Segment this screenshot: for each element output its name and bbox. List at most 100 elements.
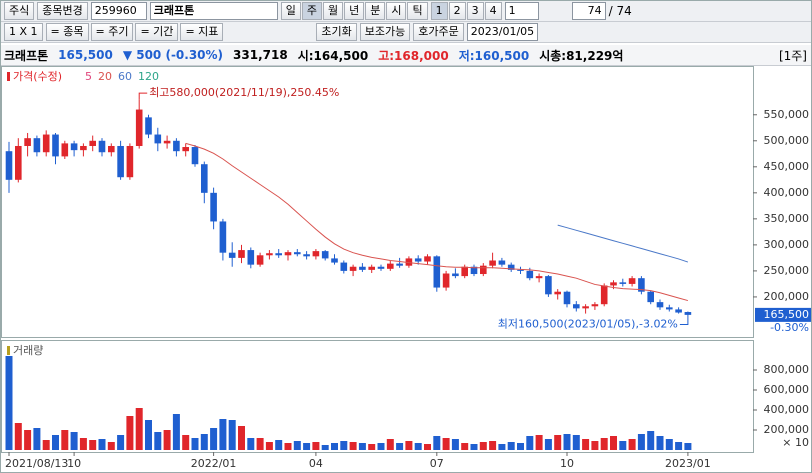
x-tick-label: 2021/08/13: [5, 457, 68, 470]
candle-body: [24, 138, 31, 146]
period-tab[interactable]: 일: [280, 2, 301, 20]
volume-bar: [24, 430, 32, 450]
candle-body: [675, 309, 682, 313]
y-tick-label: 600,000: [764, 383, 810, 396]
legend-icon: [7, 346, 10, 355]
aux-button[interactable]: 보조가능: [359, 23, 411, 41]
volume-bar: [33, 428, 41, 450]
last-price-box: [755, 307, 811, 322]
toolbar-button[interactable]: = 종목: [45, 23, 89, 41]
candle-body: [377, 266, 385, 269]
last-change: -0.30%: [770, 321, 809, 334]
y-tick-label: 500,000: [764, 134, 810, 147]
order-button[interactable]: 호가주문: [413, 23, 464, 41]
candle-body: [15, 145, 22, 180]
volume-bar: [135, 408, 143, 450]
count-input[interactable]: 74: [571, 2, 606, 20]
period-tab[interactable]: 월: [322, 2, 344, 20]
layout-button[interactable]: 1 X 1: [4, 23, 43, 41]
candle-body: [470, 266, 478, 275]
volume-bar: [275, 440, 283, 450]
candle-body: [219, 221, 227, 253]
volume-bar: [619, 441, 627, 450]
candle-body: [414, 258, 422, 262]
annotation: 최저160,500(2023/01/05),-3.02%: [498, 317, 678, 330]
stock-name: 크래프톤: [4, 48, 49, 63]
volume-bar: [507, 442, 515, 450]
volume-bar: [70, 432, 78, 450]
high: 고:168,000: [378, 48, 449, 63]
volume-bar: [349, 442, 357, 450]
volume-bar: [517, 443, 524, 450]
volume-bar: [228, 420, 236, 450]
unit-input[interactable]: 1: [504, 2, 539, 20]
number-tab[interactable]: 2: [448, 2, 466, 20]
volume-bar: [14, 423, 22, 450]
volume-bar: [61, 430, 69, 450]
period-tab[interactable]: 시: [386, 2, 407, 20]
volume-bar: [405, 441, 413, 450]
volume-bar: [191, 438, 199, 450]
volume-bar: [396, 443, 404, 450]
volume-bar: [117, 435, 125, 450]
candle-body: [61, 143, 69, 157]
candle-body: [433, 256, 441, 288]
number-tab[interactable]: 4: [484, 2, 502, 20]
period-tab[interactable]: 틱: [407, 2, 428, 20]
candle-body: [628, 278, 636, 284]
volume-bar: [303, 443, 311, 450]
candle-body: [480, 265, 487, 275]
market-select[interactable]: 주식: [4, 2, 35, 20]
candle-body: [303, 254, 310, 257]
volume-bar: [79, 438, 87, 450]
candle-body: [387, 263, 394, 269]
candle-body: [5, 151, 13, 180]
volume-bar: [265, 442, 273, 450]
volume-bar: [591, 441, 599, 450]
volume-bar: [182, 435, 190, 450]
reset-button[interactable]: 초기화: [316, 23, 357, 41]
toolbar-button[interactable]: = 지표: [180, 23, 224, 41]
volume-bar: [321, 445, 329, 450]
volume-bar: [256, 438, 264, 450]
candle-body: [173, 140, 180, 152]
volume-bar: [461, 443, 469, 450]
period-tab[interactable]: 년: [344, 2, 365, 20]
candle-body: [201, 164, 208, 193]
candle-body: [573, 304, 580, 309]
number-tab[interactable]: 1: [430, 2, 448, 20]
candle-body: [498, 260, 506, 265]
legend-label: 가격(수정): [13, 70, 62, 83]
toolbar-button[interactable]: = 주기: [90, 23, 134, 41]
volume-bar: [582, 439, 590, 450]
period-tab[interactable]: 분: [365, 2, 386, 20]
volume-bar: [5, 356, 13, 450]
code-input[interactable]: 259960: [90, 2, 147, 20]
volume-bar: [42, 440, 50, 450]
y-tick-label: 350,000: [764, 212, 810, 225]
total: / 74: [608, 4, 632, 18]
candle-body: [238, 250, 245, 258]
change: ▼ 500 (-0.30%): [122, 48, 224, 62]
candle-body: [582, 306, 589, 309]
period-tab[interactable]: 주: [301, 2, 322, 20]
candle-body: [554, 291, 561, 295]
y-tick-label: 200,000: [764, 290, 810, 303]
candle-body: [647, 291, 654, 303]
volume-bar: [433, 436, 441, 450]
volume-bar: [479, 442, 487, 450]
toolbar-button[interactable]: = 기간: [135, 23, 179, 41]
number-tab[interactable]: 3: [466, 2, 484, 20]
volume-bar: [126, 416, 134, 450]
candle-body: [638, 278, 645, 292]
candle-body: [684, 312, 692, 315]
x-tick-label: 10: [67, 457, 81, 470]
change-button[interactable]: 종목변경: [37, 2, 88, 20]
open: 시:164,500: [297, 48, 369, 63]
candle-body: [452, 273, 459, 277]
date-input[interactable]: 2023/01/05: [466, 23, 539, 41]
candle-body: [145, 117, 152, 135]
price-panel: [1, 66, 754, 338]
